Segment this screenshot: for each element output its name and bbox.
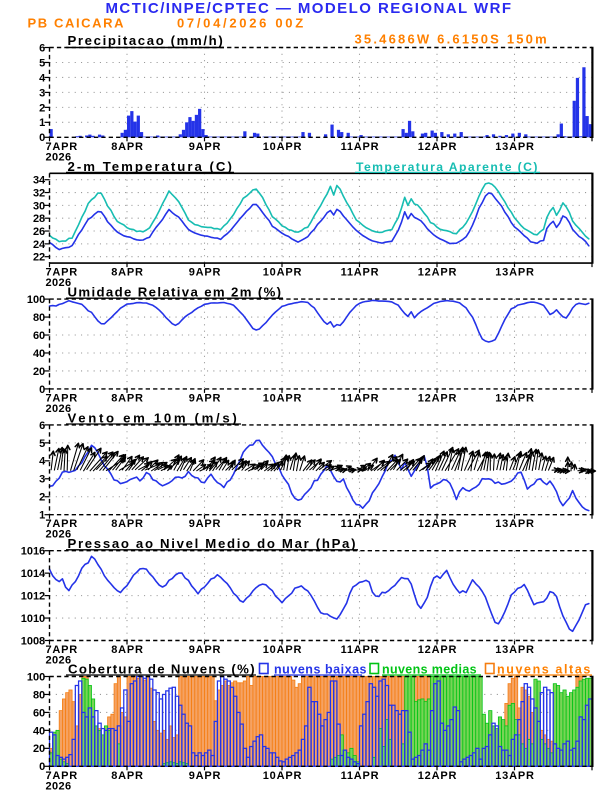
svg-text:Umidade Relativa em 2m (%): Umidade Relativa em 2m (%) <box>68 285 283 300</box>
svg-text:11APR: 11APR <box>341 141 380 153</box>
svg-text:2-m Temperatura (C): 2-m Temperatura (C) <box>68 159 234 174</box>
svg-text:60: 60 <box>33 707 45 719</box>
svg-text:nuvens medias: nuvens medias <box>382 662 477 676</box>
svg-text:7APR: 7APR <box>46 770 79 782</box>
svg-text:34: 34 <box>33 175 46 187</box>
svg-text:Cobertura de Nuvens (%): Cobertura de Nuvens (%) <box>68 661 256 676</box>
svg-text:26: 26 <box>33 226 45 238</box>
svg-text:13APR: 13APR <box>495 267 534 279</box>
svg-text:35.4686W 6.6150S 150m: 35.4686W 6.6150S 150m <box>355 32 549 47</box>
svg-text:13APR: 13APR <box>495 644 534 656</box>
svg-text:12APR: 12APR <box>418 770 457 782</box>
svg-text:2026: 2026 <box>46 529 72 541</box>
svg-text:Vento em 10m (m/s): Vento em 10m (m/s) <box>68 410 240 425</box>
svg-text:8APR: 8APR <box>111 141 144 153</box>
svg-text:Precipitacao (mm/h): Precipitacao (mm/h) <box>68 33 225 48</box>
svg-text:1008: 1008 <box>21 635 45 647</box>
svg-text:2026: 2026 <box>46 403 72 415</box>
svg-text:11APR: 11APR <box>341 770 380 782</box>
svg-text:PB CAICARA: PB CAICARA <box>28 16 126 31</box>
svg-text:1012: 1012 <box>21 591 45 603</box>
svg-text:13APR: 13APR <box>495 518 534 530</box>
svg-text:2: 2 <box>39 102 45 114</box>
svg-text:11APR: 11APR <box>341 392 380 404</box>
svg-text:12APR: 12APR <box>418 392 457 404</box>
svg-text:Temperatura Aparente (C): Temperatura Aparente (C) <box>356 160 539 174</box>
svg-text:2026: 2026 <box>46 151 72 163</box>
svg-text:8APR: 8APR <box>111 267 144 279</box>
svg-text:20: 20 <box>33 743 45 755</box>
svg-text:9APR: 9APR <box>189 392 222 404</box>
svg-text:7APR: 7APR <box>46 267 79 279</box>
svg-text:9APR: 9APR <box>189 518 222 530</box>
svg-text:7APR: 7APR <box>46 141 79 153</box>
svg-text:10APR: 10APR <box>263 141 302 153</box>
svg-text:9APR: 9APR <box>189 267 222 279</box>
svg-text:2026: 2026 <box>46 780 72 792</box>
svg-text:1016: 1016 <box>21 546 45 558</box>
svg-text:28: 28 <box>33 213 45 225</box>
svg-text:9APR: 9APR <box>189 644 222 656</box>
svg-text:80: 80 <box>33 312 45 324</box>
svg-text:1: 1 <box>39 117 45 129</box>
svg-text:22: 22 <box>33 252 45 264</box>
svg-text:12APR: 12APR <box>418 644 457 656</box>
svg-text:9APR: 9APR <box>189 770 222 782</box>
svg-text:07/04/2026 00Z: 07/04/2026 00Z <box>177 16 306 31</box>
svg-text:10APR: 10APR <box>263 770 302 782</box>
svg-text:10APR: 10APR <box>263 392 302 404</box>
svg-text:Pressao ao Nivel Medio do Mar: Pressao ao Nivel Medio do Mar (hPa) <box>68 536 358 551</box>
svg-text:3: 3 <box>39 87 45 99</box>
svg-text:0: 0 <box>39 761 45 773</box>
svg-text:10APR: 10APR <box>263 644 302 656</box>
svg-text:2: 2 <box>39 492 45 504</box>
svg-text:7APR: 7APR <box>46 518 79 530</box>
svg-text:4: 4 <box>39 456 46 468</box>
svg-text:32: 32 <box>33 187 45 199</box>
svg-text:11APR: 11APR <box>341 518 380 530</box>
svg-text:nuvens altas: nuvens altas <box>497 662 592 676</box>
svg-text:13APR: 13APR <box>495 392 534 404</box>
svg-text:100: 100 <box>27 671 45 683</box>
svg-text:20: 20 <box>33 366 45 378</box>
svg-text:12APR: 12APR <box>418 518 457 530</box>
svg-text:6: 6 <box>39 42 45 54</box>
svg-text:8APR: 8APR <box>111 644 144 656</box>
svg-text:7APR: 7APR <box>46 392 79 404</box>
svg-text:100: 100 <box>27 294 45 306</box>
svg-text:40: 40 <box>33 348 45 360</box>
svg-text:1010: 1010 <box>21 613 45 625</box>
svg-text:1014: 1014 <box>21 568 46 580</box>
svg-text:10APR: 10APR <box>263 267 302 279</box>
svg-text:0: 0 <box>39 132 45 144</box>
svg-text:40: 40 <box>33 725 45 737</box>
svg-text:nuvens baixas: nuvens baixas <box>274 662 367 676</box>
svg-text:8APR: 8APR <box>111 770 144 782</box>
svg-text:7APR: 7APR <box>46 644 79 656</box>
svg-text:9APR: 9APR <box>189 141 222 153</box>
svg-text:3: 3 <box>39 474 45 486</box>
svg-text:MCTIC/INPE/CPTEC — MODELO REGI: MCTIC/INPE/CPTEC — MODELO REGIONAL WRF <box>106 0 513 17</box>
svg-text:11APR: 11APR <box>341 644 380 656</box>
svg-text:30: 30 <box>33 200 45 212</box>
svg-text:2026: 2026 <box>46 277 72 289</box>
svg-text:11APR: 11APR <box>341 267 380 279</box>
svg-text:8APR: 8APR <box>111 392 144 404</box>
svg-text:1: 1 <box>39 510 45 522</box>
svg-text:80: 80 <box>33 689 45 701</box>
svg-text:6: 6 <box>39 420 45 432</box>
svg-text:13APR: 13APR <box>495 141 534 153</box>
svg-text:60: 60 <box>33 330 45 342</box>
svg-text:4: 4 <box>39 72 46 84</box>
svg-text:8APR: 8APR <box>111 518 144 530</box>
svg-text:0: 0 <box>39 384 45 396</box>
svg-text:12APR: 12APR <box>418 267 457 279</box>
svg-text:5: 5 <box>39 57 45 69</box>
svg-text:12APR: 12APR <box>418 141 457 153</box>
svg-text:5: 5 <box>39 438 45 450</box>
svg-text:10APR: 10APR <box>263 518 302 530</box>
svg-text:2026: 2026 <box>46 655 72 667</box>
svg-text:24: 24 <box>33 239 46 251</box>
svg-text:13APR: 13APR <box>495 770 534 782</box>
